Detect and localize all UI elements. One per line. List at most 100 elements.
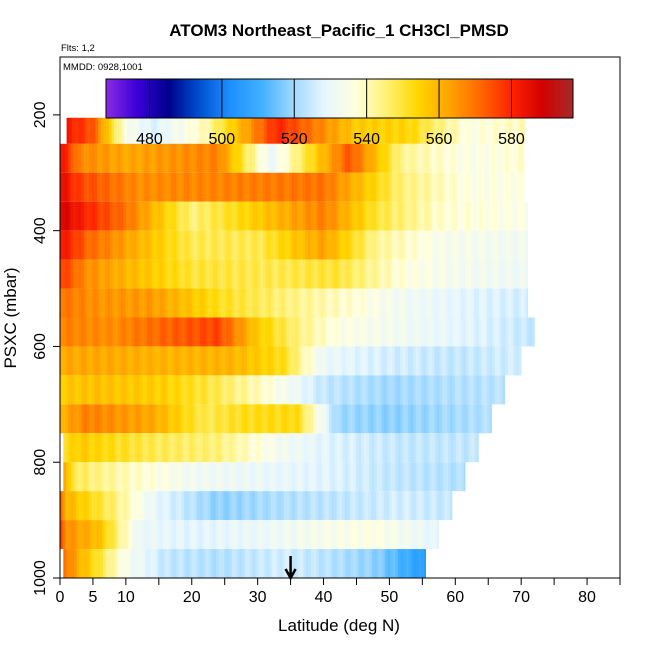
heatmap-cell [157, 288, 161, 318]
heatmap-cell [149, 143, 153, 173]
heatmap-cell [489, 172, 493, 202]
heatmap-cell [198, 117, 202, 144]
heatmap-cell [418, 375, 422, 405]
heatmap-cell [394, 520, 398, 550]
heatmap-cell [116, 549, 119, 578]
heatmap-cell [411, 117, 415, 144]
flights-note: Flts: 1,2 [61, 43, 95, 54]
heatmap-cell [83, 375, 87, 405]
heatmap-cell [162, 375, 166, 405]
heatmap-cell [218, 201, 222, 231]
heatmap-cell [88, 288, 92, 318]
heatmap-cell [339, 201, 343, 231]
heatmap-cell [175, 143, 179, 173]
heatmap-cell [218, 172, 222, 202]
heatmap-cell [413, 549, 417, 578]
heatmap-cell [210, 143, 214, 173]
heatmap-cell [115, 172, 119, 202]
heatmap-cell [463, 259, 467, 289]
heatmap-cell [323, 259, 327, 289]
heatmap-cell [143, 117, 146, 144]
heatmap-cell [389, 172, 393, 202]
heatmap-cell [239, 404, 243, 434]
heatmap-cell [334, 462, 338, 492]
heatmap-cell [75, 520, 79, 550]
heatmap-cell [255, 520, 258, 550]
colorbar-tick-label: 500 [208, 131, 235, 148]
heatmap-cell [94, 549, 98, 578]
heatmap-cell [183, 259, 187, 289]
heatmap-cell [119, 117, 123, 144]
heatmap-cell [276, 259, 280, 289]
heatmap-cell [125, 201, 129, 231]
heatmap-cell [210, 462, 214, 492]
heatmap-cell [332, 433, 336, 463]
heatmap-cell [149, 404, 153, 434]
heatmap-cell [476, 172, 480, 202]
heatmap-cell [175, 346, 179, 376]
heatmap-cell [63, 433, 67, 463]
heatmap-cell [195, 549, 198, 578]
heatmap-cell [521, 317, 525, 347]
heatmap-cell [257, 230, 261, 260]
heatmap-cell [162, 404, 166, 434]
heatmap-cell [365, 404, 369, 434]
heatmap-cell [394, 404, 398, 434]
heatmap-cell [363, 143, 366, 173]
heatmap-cell [115, 230, 119, 260]
heatmap-cell [410, 346, 414, 376]
heatmap-cell [376, 375, 380, 405]
heatmap-cell [289, 288, 293, 318]
heatmap-cell [107, 201, 111, 231]
heatmap-cell [318, 172, 322, 202]
heatmap-cell [110, 172, 114, 202]
heatmap-cell [299, 259, 303, 289]
heatmap-cell [73, 433, 77, 463]
heatmap-cell [411, 462, 415, 492]
heatmap-cell [526, 259, 529, 289]
heatmap-cell [277, 578, 280, 607]
heatmap-cell [231, 172, 235, 202]
heatmap-cell [484, 230, 488, 260]
heatmap-cell [278, 491, 282, 521]
heatmap-cell [78, 230, 82, 260]
heatmap-cell [294, 404, 298, 434]
plot-frame [59, 56, 621, 579]
heatmap-cell [146, 230, 150, 260]
heatmap-cell [207, 172, 211, 202]
heatmap-cell [197, 375, 200, 405]
heatmap-cell [173, 201, 177, 231]
heatmap-cell [291, 317, 295, 347]
heatmap-cell [244, 143, 248, 173]
heatmap-cell [418, 230, 422, 260]
heatmap-cell [365, 172, 369, 202]
heatmap-cell [402, 375, 406, 405]
heatmap-cell [144, 143, 148, 173]
heatmap-cell [473, 259, 477, 289]
heatmap-cell [405, 172, 409, 202]
heatmap-cell [455, 259, 459, 289]
heatmap-cell [497, 143, 501, 173]
heatmap-cell [73, 520, 77, 550]
heatmap-cell [295, 433, 299, 463]
heatmap-cell [239, 433, 243, 463]
heatmap-cell [436, 230, 440, 260]
heatmap-cell [436, 404, 440, 434]
heatmap-cell [97, 549, 101, 578]
heatmap-cell [72, 578, 75, 607]
heatmap-cell [515, 143, 519, 173]
heatmap-cell [289, 230, 293, 260]
heatmap-cell [147, 433, 151, 463]
heatmap-cell [473, 201, 477, 231]
heatmap-cell [444, 346, 448, 376]
heatmap-cell [308, 549, 312, 578]
heatmap-cell [233, 375, 237, 405]
heatmap-cell [419, 433, 422, 463]
heatmap-cell [428, 172, 432, 202]
heatmap-cell [75, 404, 79, 434]
heatmap-cell [344, 317, 348, 347]
heatmap-cell [173, 491, 177, 521]
heatmap-cell [78, 143, 82, 173]
heatmap-layer [60, 201, 529, 231]
heatmap-cell [436, 317, 440, 347]
